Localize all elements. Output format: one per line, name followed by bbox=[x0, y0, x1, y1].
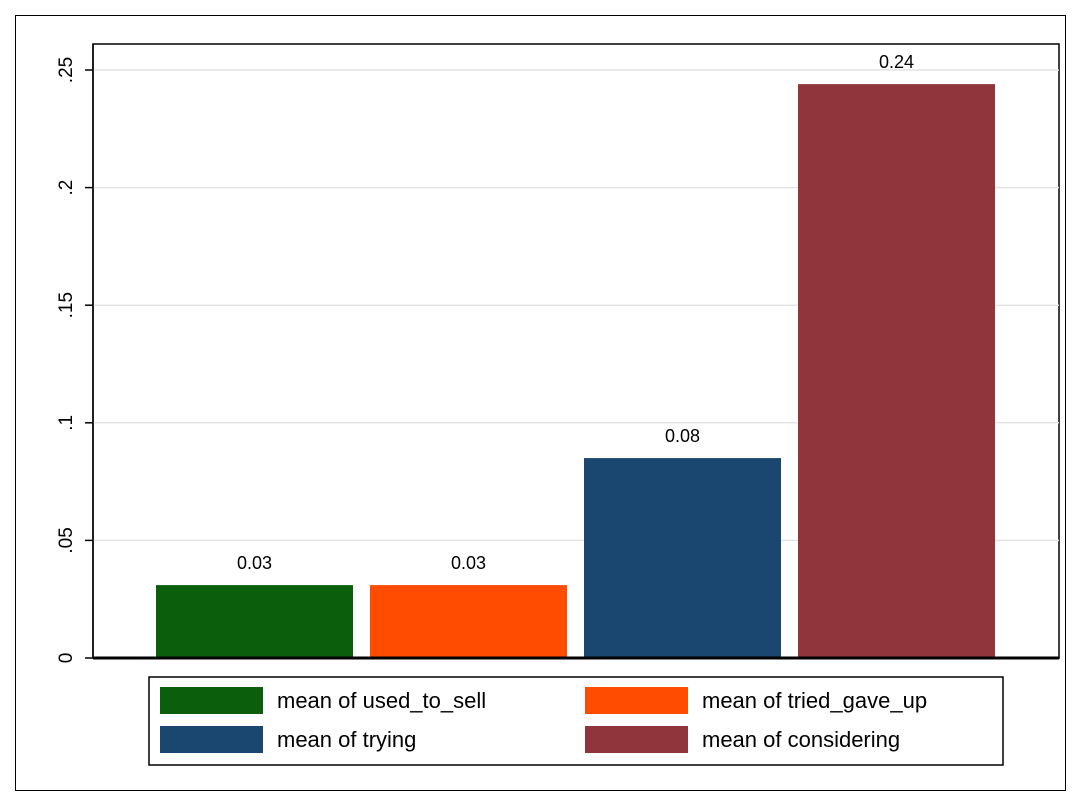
legend-swatch bbox=[160, 687, 263, 714]
bar-series-2 bbox=[370, 585, 567, 658]
bar-series-1 bbox=[156, 585, 353, 658]
bar-value-label: 0.03 bbox=[451, 553, 486, 573]
legend-label: mean of tried_gave_up bbox=[702, 688, 927, 713]
bar-value-label: 0.24 bbox=[879, 52, 914, 72]
bar-value-label: 0.03 bbox=[237, 553, 272, 573]
legend-label: mean of considering bbox=[702, 727, 900, 752]
y-tick-label: .05 bbox=[56, 527, 77, 553]
bar-value-label: 0.08 bbox=[665, 426, 700, 446]
y-tick-label: .15 bbox=[56, 292, 77, 318]
legend-label: mean of used_to_sell bbox=[277, 688, 486, 713]
bars bbox=[156, 84, 995, 658]
legend-label: mean of trying bbox=[277, 727, 416, 752]
y-tick-label: .1 bbox=[56, 415, 77, 431]
legend-swatch bbox=[160, 726, 263, 753]
legend-box bbox=[148, 676, 1004, 766]
y-tick-label: .2 bbox=[56, 180, 77, 196]
legend-swatch bbox=[585, 726, 688, 753]
y-tick-label: .25 bbox=[56, 57, 77, 83]
bar-series-3 bbox=[584, 458, 781, 658]
bar-series-4 bbox=[798, 84, 995, 658]
legend-swatch bbox=[585, 687, 688, 714]
y-tick-label: 0 bbox=[56, 653, 77, 664]
y-axis-ticks: 0 .05 .1 .15 .2 .25 bbox=[56, 57, 93, 664]
legend: mean of used_to_sell mean of tried_gave_u… bbox=[148, 676, 1004, 766]
data-labels: 0.03 0.03 0.08 0.24 bbox=[237, 52, 914, 573]
